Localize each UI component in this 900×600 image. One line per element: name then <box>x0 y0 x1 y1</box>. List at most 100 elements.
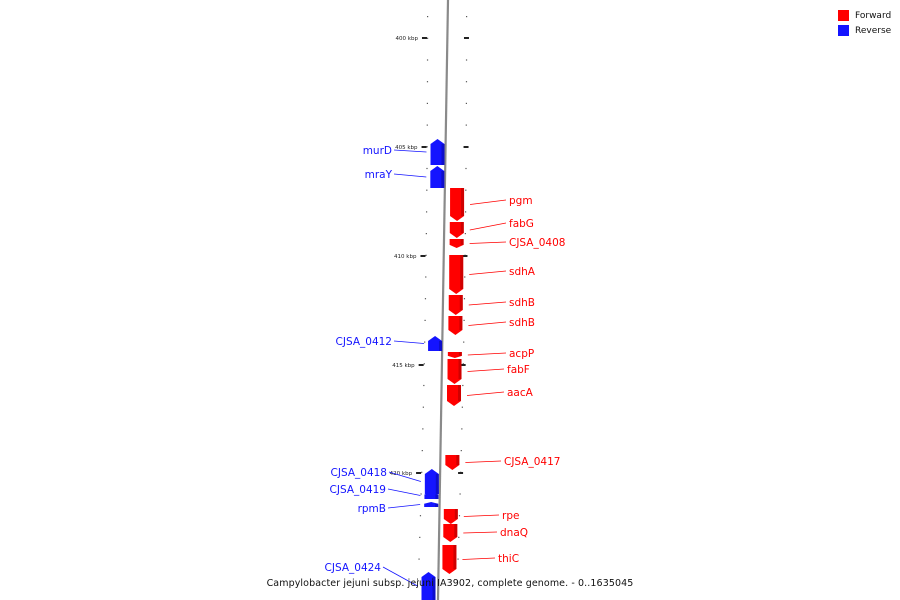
gene-label[interactable]: pgm <box>509 195 533 207</box>
gene-CJSA_0417[interactable]: CJSA_0417 <box>445 455 560 470</box>
tick-dot <box>458 536 460 538</box>
gene-mraY[interactable]: mraY <box>365 166 445 188</box>
gene-arrow[interactable] <box>428 336 443 351</box>
gene-arrow[interactable] <box>449 239 464 248</box>
tick-dot <box>425 276 427 278</box>
gene-arrow[interactable] <box>430 166 445 188</box>
gene-dnaQ[interactable]: dnaQ <box>443 524 528 542</box>
gene-fabF[interactable]: fabF <box>447 359 530 384</box>
gene-arrow-shade <box>456 455 460 465</box>
genome-caption: Campylobacter jejuni subsp. jejuni IA390… <box>266 578 634 589</box>
gene-CJSA_0408[interactable]: CJSA_0408 <box>449 237 566 249</box>
gene-arrow[interactable] <box>424 502 439 507</box>
scale-labels: 400 kbp 405 kbp 410 kbp 415 kbp 420 kbp <box>390 36 469 477</box>
gene-arrow[interactable] <box>449 222 464 238</box>
gene-aacA[interactable]: aacA <box>447 385 534 406</box>
gene-label[interactable]: CJSA_0419 <box>330 484 386 496</box>
gene-label[interactable]: CJSA_0424 <box>325 562 382 574</box>
gene-label[interactable]: fabG <box>509 218 534 230</box>
gene-label[interactable]: rpe <box>502 510 519 522</box>
gene-label[interactable]: dnaQ <box>500 527 528 539</box>
gene-sdhB[interactable]: sdhB <box>448 295 535 315</box>
gene-thiC[interactable]: thiC <box>442 545 519 574</box>
tick-dot <box>420 493 422 495</box>
gene-arrow[interactable] <box>443 524 458 542</box>
gene-label[interactable]: thiC <box>498 553 519 565</box>
gene-pgm[interactable]: pgm <box>450 188 533 221</box>
major-tick <box>463 37 469 39</box>
major-tick <box>421 37 427 39</box>
gene-arrow[interactable] <box>442 545 457 574</box>
major-tick <box>458 472 464 474</box>
gene-label[interactable]: sdhB <box>509 317 535 329</box>
gene-label[interactable]: acpP <box>509 348 534 360</box>
gene-arrow[interactable] <box>449 255 464 294</box>
gene-CJSA_0418[interactable]: CJSA_0418 <box>331 467 439 494</box>
gene-arrow[interactable] <box>450 188 465 221</box>
tick-dot <box>465 16 468 18</box>
leader-line <box>393 340 425 344</box>
tick-dot <box>421 450 423 452</box>
gene-label[interactable]: fabF <box>507 364 530 376</box>
tick-dot <box>426 189 428 191</box>
gene-label[interactable]: rpmB <box>358 503 386 515</box>
gene-label[interactable]: CJSA_0412 <box>336 336 392 348</box>
tick-dot <box>426 81 429 83</box>
leader-line <box>468 301 507 306</box>
major-tick <box>420 255 426 257</box>
leader-line <box>387 488 421 496</box>
tick-dot <box>422 428 424 430</box>
gene-label[interactable]: CJSA_0418 <box>331 467 387 479</box>
tick-dot <box>462 384 464 387</box>
gene-label[interactable]: aacA <box>507 387 534 399</box>
tick-dot <box>426 37 429 39</box>
gene-sdhB[interactable]: sdhB <box>448 316 535 335</box>
gene-CJSA_0424[interactable]: CJSA_0424 <box>325 562 436 600</box>
major-tick <box>421 146 427 148</box>
gene-murD[interactable]: murD <box>363 139 445 165</box>
gene-rpmB[interactable]: rpmB <box>358 502 439 515</box>
gene-fabG[interactable]: fabG <box>449 218 534 238</box>
gene-arrow[interactable] <box>448 295 463 315</box>
tick-dot <box>418 558 420 560</box>
major-tick <box>460 364 466 366</box>
gene-arrow-shade <box>435 474 439 494</box>
gene-arrow-shade <box>441 144 445 165</box>
scale-label: 400 kbp <box>396 36 419 42</box>
gene-arrow[interactable] <box>447 352 462 358</box>
tick-dot <box>459 493 461 495</box>
leader-line <box>393 149 427 153</box>
leader-line <box>467 368 505 372</box>
tick-dot <box>457 558 459 560</box>
gene-label[interactable]: sdhA <box>509 266 536 278</box>
gene-label[interactable]: CJSA_0408 <box>509 237 565 249</box>
leader-line <box>466 391 505 396</box>
gene-arrow-shade <box>460 255 464 289</box>
leader-line <box>387 504 421 509</box>
leader-line <box>462 557 496 560</box>
gene-arrow[interactable] <box>447 359 462 384</box>
gene-arrow[interactable] <box>424 469 439 494</box>
gene-rpe[interactable]: rpe <box>443 509 520 524</box>
gene-CJSA_0419[interactable]: CJSA_0419 <box>330 484 439 499</box>
gene-acpP[interactable]: acpP <box>447 348 534 360</box>
gene-label[interactable]: mraY <box>365 169 393 181</box>
gene-label[interactable]: CJSA_0417 <box>504 456 560 468</box>
gene-arrow-shade <box>459 295 463 310</box>
gene-arrow[interactable] <box>421 572 436 600</box>
gene-label[interactable]: murD <box>363 145 392 157</box>
gene-arrow[interactable] <box>424 492 439 499</box>
gene-arrow-shade <box>458 385 462 401</box>
gene-arrow[interactable] <box>447 385 462 406</box>
gene-arrow-shade <box>459 316 463 330</box>
tick-dot <box>419 536 421 538</box>
gene-CJSA_0412[interactable]: CJSA_0412 <box>336 336 443 351</box>
gene-arrow[interactable] <box>430 139 445 165</box>
gene-sdhA[interactable]: sdhA <box>449 255 536 294</box>
gene-arrow[interactable] <box>443 509 458 524</box>
gene-label[interactable]: sdhB <box>509 297 535 309</box>
tick-dot <box>426 102 428 104</box>
scale-label: 415 kbp <box>392 363 415 369</box>
gene-arrow[interactable] <box>448 316 463 335</box>
gene-arrow[interactable] <box>445 455 460 470</box>
